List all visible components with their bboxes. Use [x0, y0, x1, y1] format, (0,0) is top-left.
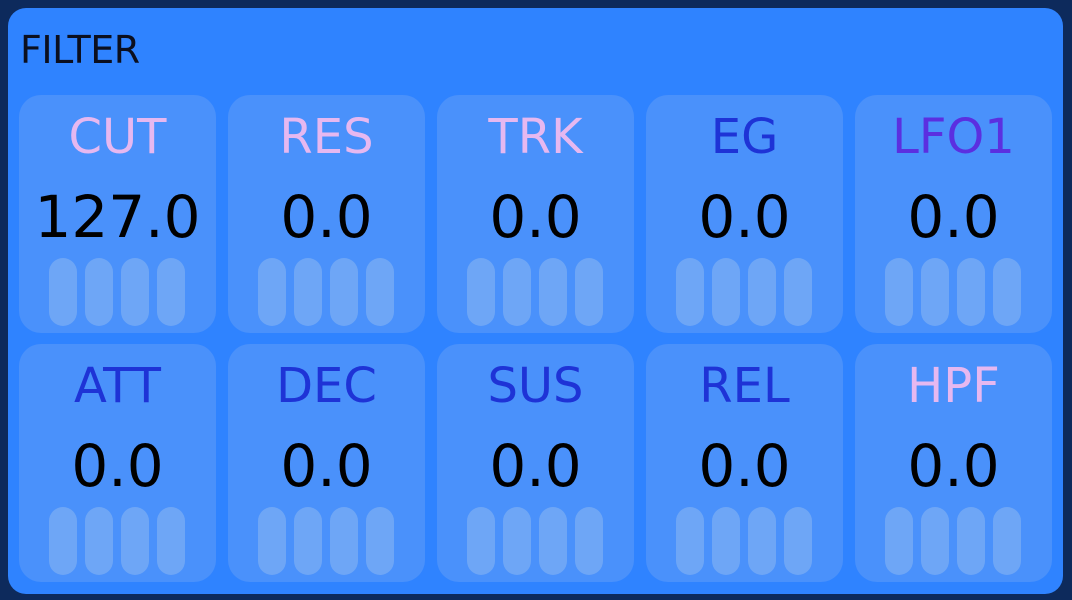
pill-segment[interactable] — [539, 507, 567, 575]
param-pill-group[interactable] — [676, 258, 816, 326]
param-pill-group[interactable] — [885, 507, 1025, 575]
param-value: 0.0 — [907, 432, 1000, 500]
pill-segment[interactable] — [467, 507, 495, 575]
pill-segment[interactable] — [957, 258, 985, 326]
pill-segment[interactable] — [921, 258, 949, 326]
pill-segment[interactable] — [157, 507, 185, 575]
pill-segment[interactable] — [85, 258, 113, 326]
param-value: 0.0 — [71, 432, 164, 500]
param-value: 0.0 — [489, 432, 582, 500]
pill-segment[interactable] — [467, 258, 495, 326]
pill-segment[interactable] — [921, 507, 949, 575]
filter-panel: FILTER CUT 127.0 RES 0.0 TRK 0.0 — [8, 8, 1063, 594]
pill-segment[interactable] — [294, 507, 322, 575]
param-value: 0.0 — [698, 432, 791, 500]
param-pill-group[interactable] — [467, 258, 607, 326]
pill-segment[interactable] — [575, 507, 603, 575]
param-lfo1[interactable]: LFO1 0.0 — [855, 95, 1052, 333]
param-pill-group[interactable] — [258, 507, 398, 575]
pill-segment[interactable] — [330, 258, 358, 326]
pill-segment[interactable] — [294, 258, 322, 326]
param-label: LFO1 — [892, 109, 1015, 165]
param-value: 0.0 — [698, 183, 791, 251]
pill-segment[interactable] — [85, 507, 113, 575]
param-pill-group[interactable] — [258, 258, 398, 326]
pill-segment[interactable] — [748, 507, 776, 575]
pill-segment[interactable] — [49, 258, 77, 326]
param-label: DEC — [276, 358, 377, 414]
pill-segment[interactable] — [258, 507, 286, 575]
param-sus[interactable]: SUS 0.0 — [437, 344, 634, 582]
param-value: 0.0 — [489, 183, 582, 251]
param-att[interactable]: ATT 0.0 — [19, 344, 216, 582]
pill-segment[interactable] — [121, 507, 149, 575]
pill-segment[interactable] — [784, 507, 812, 575]
pill-segment[interactable] — [993, 258, 1021, 326]
param-label: CUT — [68, 109, 167, 165]
param-cut[interactable]: CUT 127.0 — [19, 95, 216, 333]
param-value: 0.0 — [280, 432, 373, 500]
param-pill-group[interactable] — [467, 507, 607, 575]
param-label: REL — [699, 358, 790, 414]
param-rel[interactable]: REL 0.0 — [646, 344, 843, 582]
param-label: RES — [279, 109, 374, 165]
param-res[interactable]: RES 0.0 — [228, 95, 425, 333]
param-pill-group[interactable] — [49, 258, 189, 326]
pill-segment[interactable] — [157, 258, 185, 326]
pill-segment[interactable] — [258, 258, 286, 326]
param-hpf[interactable]: HPF 0.0 — [855, 344, 1052, 582]
param-label: SUS — [487, 358, 584, 414]
pill-segment[interactable] — [712, 258, 740, 326]
pill-segment[interactable] — [49, 507, 77, 575]
pill-segment[interactable] — [712, 507, 740, 575]
pill-segment[interactable] — [575, 258, 603, 326]
pill-segment[interactable] — [885, 507, 913, 575]
pill-segment[interactable] — [784, 258, 812, 326]
param-eg[interactable]: EG 0.0 — [646, 95, 843, 333]
pill-segment[interactable] — [503, 507, 531, 575]
pill-segment[interactable] — [539, 258, 567, 326]
param-pill-group[interactable] — [676, 507, 816, 575]
param-label: ATT — [74, 358, 161, 414]
pill-segment[interactable] — [748, 258, 776, 326]
pill-segment[interactable] — [366, 507, 394, 575]
pill-segment[interactable] — [885, 258, 913, 326]
param-value: 0.0 — [280, 183, 373, 251]
pill-segment[interactable] — [957, 507, 985, 575]
param-trk[interactable]: TRK 0.0 — [437, 95, 634, 333]
pill-segment[interactable] — [121, 258, 149, 326]
param-value: 127.0 — [34, 183, 201, 251]
pill-segment[interactable] — [676, 507, 704, 575]
param-label: TRK — [488, 109, 583, 165]
pill-segment[interactable] — [330, 507, 358, 575]
param-value: 0.0 — [907, 183, 1000, 251]
panel-title: FILTER — [20, 28, 140, 72]
param-label: HPF — [907, 358, 1000, 414]
pill-segment[interactable] — [366, 258, 394, 326]
pill-segment[interactable] — [676, 258, 704, 326]
param-label: EG — [710, 109, 779, 165]
param-pill-group[interactable] — [885, 258, 1025, 326]
param-dec[interactable]: DEC 0.0 — [228, 344, 425, 582]
pill-segment[interactable] — [993, 507, 1021, 575]
param-pill-group[interactable] — [49, 507, 189, 575]
pill-segment[interactable] — [503, 258, 531, 326]
